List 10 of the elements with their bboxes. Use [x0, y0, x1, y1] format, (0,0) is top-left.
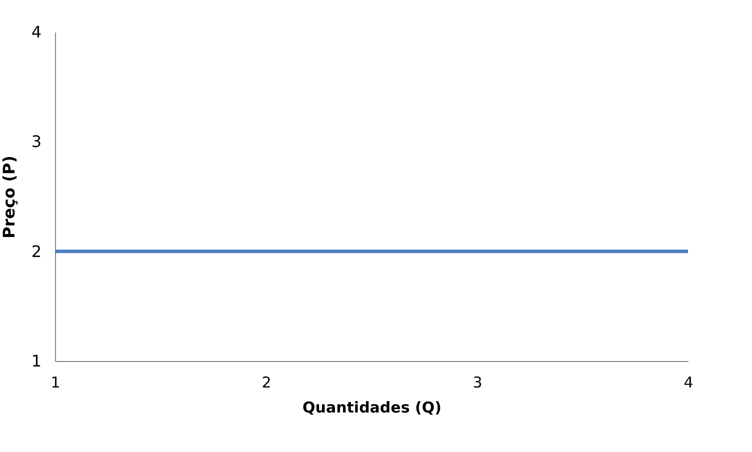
- x-tick-label: 2: [262, 374, 272, 392]
- x-axis-title: Quantidades (Q): [302, 398, 442, 416]
- y-axis-title: Preço (P): [0, 156, 18, 238]
- y-tick-label: 1: [31, 352, 42, 370]
- x-tick-label: 4: [684, 374, 694, 392]
- x-tick-label: 3: [472, 374, 482, 392]
- y-tick-label: 4: [31, 22, 42, 42]
- y-tick-label: 2: [31, 242, 42, 261]
- x-tick-label: 1: [50, 374, 60, 392]
- y-tick-label: 3: [31, 132, 42, 152]
